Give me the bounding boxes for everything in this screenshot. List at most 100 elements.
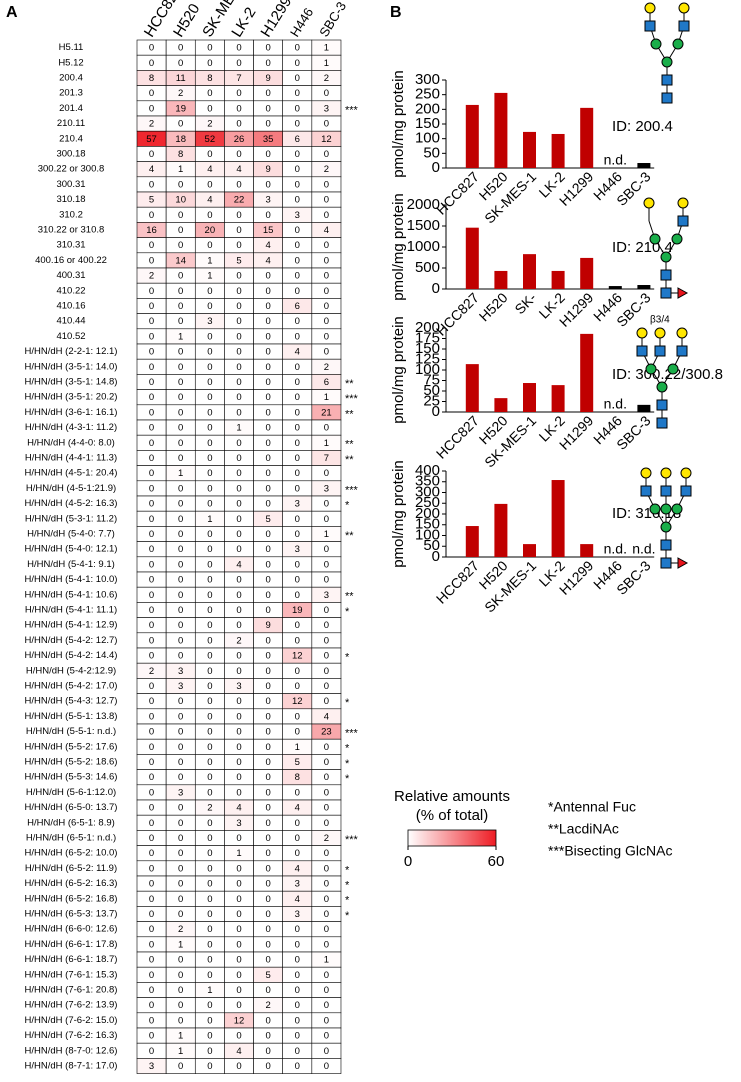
row-note: **: [345, 591, 354, 603]
glcnac: [677, 215, 689, 227]
row-note: ***: [345, 834, 359, 846]
galactose: [640, 467, 652, 479]
cell-value: 20: [205, 225, 216, 236]
cell-value: 5: [295, 757, 300, 768]
x-tick-label: HCC827: [433, 168, 482, 217]
cell-value: 2: [265, 1000, 270, 1011]
y-tick-label: 25: [423, 392, 440, 409]
cell-value: 4: [149, 164, 154, 175]
galactose: [660, 467, 672, 479]
cell-value: 0: [324, 286, 329, 297]
cell-value: 12: [321, 134, 332, 145]
y-tick-label: 2000: [407, 196, 440, 213]
cell-value: 5: [149, 195, 154, 206]
cell-value: 0: [236, 620, 241, 631]
cell-value: 0: [207, 894, 212, 905]
y-tick-label: 150: [415, 115, 440, 132]
cell-value: 0: [236, 210, 241, 221]
cell-value: 0: [178, 879, 183, 890]
cell-value: 0: [207, 772, 212, 783]
cell-value: 0: [324, 924, 329, 935]
row-note: *: [345, 500, 350, 512]
x-tick-label: H520: [476, 289, 511, 324]
cell-value: 0: [265, 468, 270, 479]
cell-value: 0: [207, 423, 212, 434]
y-tick-label: 300: [415, 483, 440, 500]
row-label: H/HN/dH (3-5-1: 14.8): [25, 377, 118, 388]
cell-value: 2: [149, 666, 154, 677]
cell-value: 0: [236, 483, 241, 494]
cell-value: 0: [149, 179, 154, 190]
cell-value: 3: [207, 316, 212, 327]
row-label: H/HN/dH (4-5-1: 20.4): [25, 468, 118, 479]
cell-value: 0: [295, 271, 300, 282]
cell-value: 1: [324, 438, 329, 449]
row-label: 410.44: [56, 316, 85, 327]
cell-value: 0: [265, 43, 270, 54]
cell-value: 0: [149, 635, 154, 646]
cell-value: 0: [207, 1015, 212, 1026]
row-label: H/HN/dH (5-4-1: 12.9): [25, 620, 118, 631]
value-label: n.d.: [604, 152, 627, 168]
cell-value: 0: [265, 879, 270, 890]
cell-value: 52: [205, 134, 216, 145]
cell-value: 0: [178, 575, 183, 586]
cell-value: 0: [295, 1061, 300, 1072]
row-label: H/HN/dH (7-6-2: 15.0): [25, 1015, 118, 1026]
cell-value: 0: [295, 1000, 300, 1011]
cell-value: 0: [265, 1061, 270, 1072]
cell-value: 0: [324, 909, 329, 920]
cell-value: 0: [324, 757, 329, 768]
cell-value: 0: [324, 635, 329, 646]
cell-value: 1: [178, 468, 183, 479]
bar: [465, 227, 479, 289]
cell-value: 0: [149, 240, 154, 251]
cell-value: 0: [295, 286, 300, 297]
cell-value: 0: [295, 255, 300, 266]
cell-value: 0: [295, 58, 300, 69]
cell-value: 0: [324, 985, 329, 996]
cell-value: 0: [324, 210, 329, 221]
cell-value: 0: [149, 863, 154, 874]
cell-value: 0: [236, 453, 241, 464]
cell-value: 0: [295, 483, 300, 494]
row-label: 210.4: [59, 133, 83, 144]
row-label: H/HN/dH (7-6-1: 20.8): [25, 985, 118, 996]
row-label: 310.22 or 310.8: [38, 225, 105, 236]
cell-value: 0: [207, 438, 212, 449]
cell-value: 1: [207, 985, 212, 996]
cell-value: 0: [178, 347, 183, 358]
cell-value: 1: [178, 939, 183, 950]
cell-value: 0: [295, 423, 300, 434]
cell-value: 0: [178, 453, 183, 464]
mannose: [660, 521, 672, 533]
cell-value: 0: [236, 240, 241, 251]
cell-value: 0: [324, 316, 329, 327]
row-label: 201.4: [59, 103, 83, 114]
cell-value: 0: [178, 559, 183, 570]
cell-value: 0: [265, 453, 270, 464]
row-label: H/HN/dH (5-5-2: 18.6): [25, 757, 118, 768]
cell-value: 6: [295, 134, 300, 145]
cell-value: 0: [265, 772, 270, 783]
bar: [494, 398, 508, 412]
cell-value: 0: [207, 575, 212, 586]
cell-value: 0: [149, 727, 154, 738]
galactose: [643, 197, 655, 209]
glcnac: [661, 92, 673, 104]
mannose: [671, 503, 683, 515]
cell-value: 0: [149, 757, 154, 768]
cell-value: 16: [146, 225, 157, 236]
mannose: [672, 38, 684, 50]
cell-value: 0: [149, 149, 154, 160]
footnote: **LacdiNAc: [548, 821, 619, 837]
cell-value: 0: [324, 179, 329, 190]
cell-value: 18: [175, 134, 186, 145]
y-tick-label: 1500: [407, 217, 440, 234]
cell-value: 0: [178, 225, 183, 236]
cell-value: 2: [324, 164, 329, 175]
glcnac: [654, 345, 666, 357]
cell-value: 0: [265, 210, 270, 221]
cell-value: 0: [295, 818, 300, 829]
